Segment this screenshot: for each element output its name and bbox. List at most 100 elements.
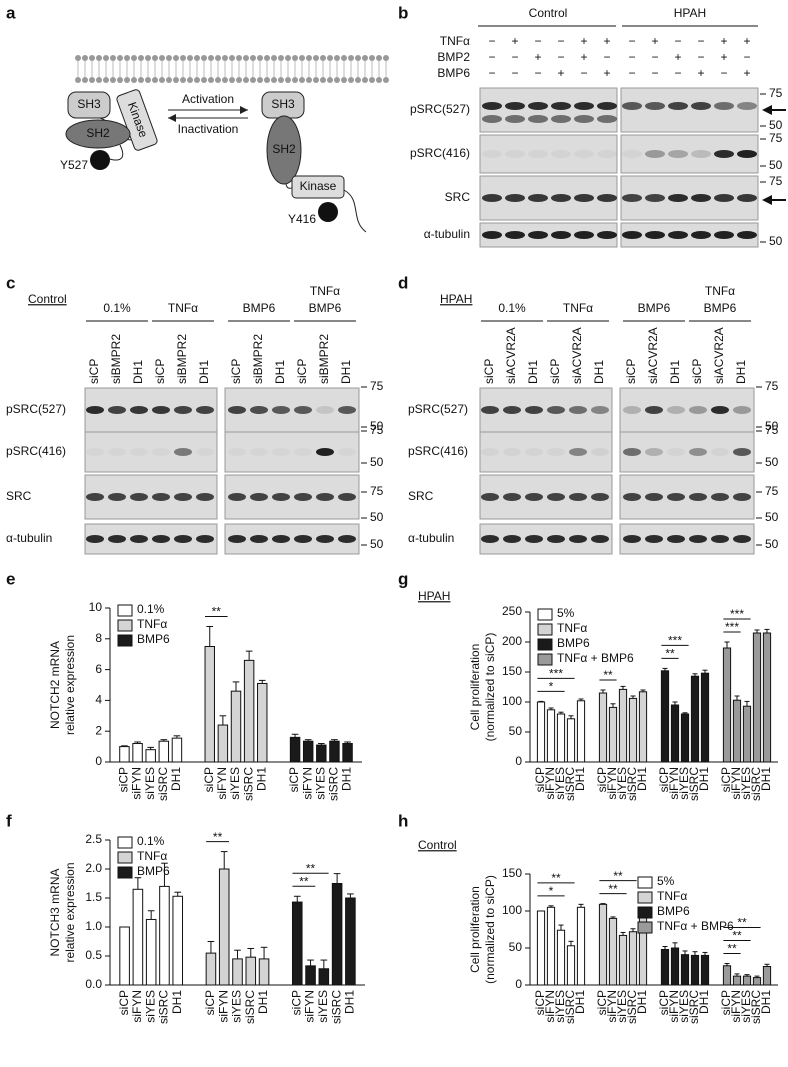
lipid-head	[89, 55, 95, 61]
treatment-label: TNFα	[440, 34, 470, 48]
bar	[342, 743, 353, 763]
lipid-head	[222, 55, 228, 61]
band	[691, 231, 711, 239]
lane-label: siCP	[295, 359, 309, 384]
lipid-head	[243, 77, 249, 83]
error-bar	[347, 893, 354, 898]
legend-swatch	[637, 891, 653, 904]
lipid-head	[180, 55, 186, 61]
blot	[479, 134, 618, 174]
blot	[620, 134, 759, 174]
x-tick-label: siYES	[316, 990, 330, 1023]
panel-label: g	[398, 569, 408, 588]
treatment-sign: +	[511, 34, 518, 48]
error-bar	[692, 673, 698, 677]
band	[338, 493, 356, 501]
group-header: 0.1%	[498, 301, 526, 315]
band	[174, 493, 192, 501]
error-bar	[744, 974, 750, 977]
error-bar	[672, 942, 678, 948]
band	[551, 150, 571, 158]
x-tick-label: siFYN	[303, 990, 317, 1023]
band	[152, 493, 170, 501]
x-tick-label: siSRC	[563, 990, 577, 1024]
lipid-head	[229, 55, 235, 61]
treatment-sign: −	[580, 66, 587, 80]
significance-label: **	[551, 871, 561, 885]
band	[86, 535, 104, 543]
lipid-head	[103, 55, 109, 61]
significance-label: **	[727, 942, 737, 956]
band	[228, 406, 246, 414]
error-bar	[344, 741, 351, 744]
band	[691, 194, 711, 202]
y-tick-label: 0.0	[85, 977, 102, 991]
marker-label: 75	[765, 379, 779, 393]
band	[130, 448, 148, 456]
y-axis-label: NOTCH3 mRNA	[48, 868, 62, 956]
y-axis-label: (normalized to siCP)	[483, 633, 497, 742]
blot	[479, 222, 618, 248]
lipid-head	[341, 55, 347, 61]
x-tick-label: siCP	[117, 767, 131, 792]
x-tick-label: siFYN	[543, 767, 557, 800]
lipid-head	[82, 55, 88, 61]
lipid-head	[320, 55, 326, 61]
band	[668, 194, 688, 202]
legend-swatch	[117, 604, 133, 617]
lipid-head	[229, 77, 235, 83]
x-tick-label: DH1	[635, 767, 649, 791]
group-header: 0.1%	[103, 301, 131, 315]
error-bar	[161, 862, 168, 887]
x-tick-label: siCP	[203, 990, 217, 1015]
band	[228, 493, 246, 501]
legend-swatch	[117, 619, 133, 632]
error-bar	[754, 629, 760, 633]
band	[733, 493, 751, 501]
lipid-head	[278, 77, 284, 83]
x-tick-label: siSRC	[157, 990, 171, 1024]
lipid-head	[201, 77, 207, 83]
y-tick-label: 0.5	[85, 948, 102, 962]
band	[569, 406, 587, 414]
treatment-sign: −	[511, 66, 518, 80]
bar	[257, 682, 268, 763]
x-tick-label: siCP	[657, 767, 671, 792]
band	[152, 535, 170, 543]
band	[737, 194, 757, 202]
x-tick-label: siYES	[553, 767, 567, 800]
y-axis-label: Cell proliferation	[468, 644, 482, 731]
band	[551, 194, 571, 202]
band	[645, 150, 665, 158]
error-bar	[147, 910, 155, 920]
blot	[479, 87, 618, 133]
lipid-head	[159, 55, 165, 61]
lane-label: siCP	[548, 359, 562, 384]
band	[597, 150, 617, 158]
lipid-head	[369, 55, 375, 61]
band	[691, 150, 711, 158]
band	[645, 448, 663, 456]
x-tick-label: siYES	[615, 990, 629, 1023]
band	[591, 493, 609, 501]
x-tick-label: siFYN	[300, 767, 314, 800]
y-tick-label: 50	[509, 940, 523, 954]
x-tick-label: siCP	[657, 990, 671, 1015]
row-label: pSRC(527)	[410, 102, 470, 116]
error-bar	[304, 739, 312, 742]
legend-swatch	[537, 653, 553, 666]
error-bar	[620, 931, 626, 936]
treatment-sign: −	[534, 66, 541, 80]
band	[528, 231, 548, 239]
band	[108, 406, 126, 414]
x-tick-label: DH1	[635, 990, 649, 1014]
x-tick-label: siSRC	[327, 767, 341, 801]
lipid-head	[110, 55, 116, 61]
lipid-head	[292, 77, 298, 83]
row-label: α-tubulin	[424, 227, 470, 241]
blot	[619, 431, 755, 473]
lipid-head	[110, 77, 116, 83]
error-bar	[764, 628, 770, 633]
error-bar	[702, 951, 708, 956]
band	[272, 493, 290, 501]
